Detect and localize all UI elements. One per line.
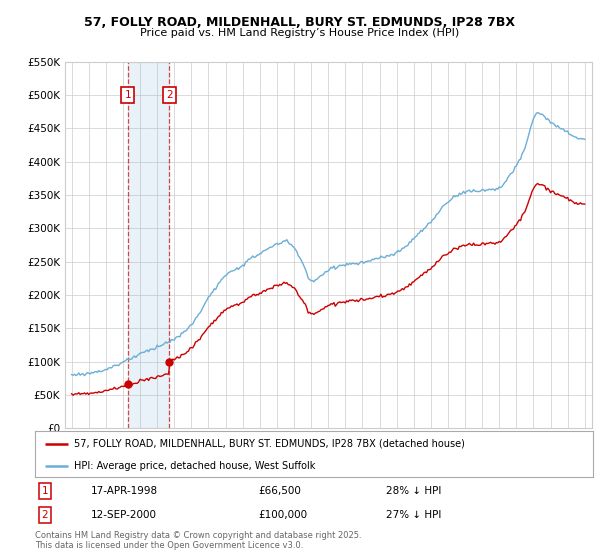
Text: HPI: Average price, detached house, West Suffolk: HPI: Average price, detached house, West… bbox=[74, 461, 315, 470]
Text: 28% ↓ HPI: 28% ↓ HPI bbox=[386, 486, 442, 496]
Text: 2: 2 bbox=[41, 510, 48, 520]
Text: 1: 1 bbox=[41, 486, 48, 496]
Text: 57, FOLLY ROAD, MILDENHALL, BURY ST. EDMUNDS, IP28 7BX: 57, FOLLY ROAD, MILDENHALL, BURY ST. EDM… bbox=[85, 16, 515, 29]
Text: £66,500: £66,500 bbox=[258, 486, 301, 496]
Bar bbox=[128, 62, 169, 428]
Text: 17-APR-1998: 17-APR-1998 bbox=[91, 486, 158, 496]
Text: 1: 1 bbox=[125, 90, 131, 100]
Text: Contains HM Land Registry data © Crown copyright and database right 2025.
This d: Contains HM Land Registry data © Crown c… bbox=[35, 531, 361, 550]
Text: £100,000: £100,000 bbox=[258, 510, 307, 520]
Text: 2: 2 bbox=[166, 90, 173, 100]
Text: 12-SEP-2000: 12-SEP-2000 bbox=[91, 510, 157, 520]
Text: Price paid vs. HM Land Registry’s House Price Index (HPI): Price paid vs. HM Land Registry’s House … bbox=[140, 28, 460, 38]
Text: 57, FOLLY ROAD, MILDENHALL, BURY ST. EDMUNDS, IP28 7BX (detached house): 57, FOLLY ROAD, MILDENHALL, BURY ST. EDM… bbox=[74, 438, 465, 449]
Text: 27% ↓ HPI: 27% ↓ HPI bbox=[386, 510, 442, 520]
